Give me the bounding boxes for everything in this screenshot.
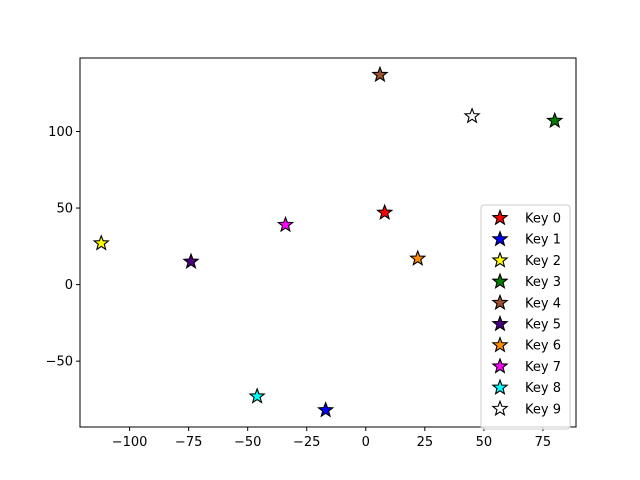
- legend-label-key-3: Key 3: [525, 275, 561, 290]
- data-point-key-6: [409, 249, 427, 266]
- legend-marker-key-7: [491, 357, 509, 374]
- legend-marker-key-5: [491, 314, 509, 332]
- x-tick-label: 25: [417, 435, 434, 450]
- legend-marker-key-4: [491, 293, 509, 311]
- x-tick-label: 75: [535, 435, 552, 450]
- data-point-key-8: [248, 387, 266, 404]
- legend-label-key-1: Key 1: [525, 233, 561, 248]
- y-tick-label: 50: [56, 202, 73, 217]
- legend-label-key-0: Key 0: [525, 212, 561, 227]
- legend-label-key-2: Key 2: [525, 254, 561, 269]
- legend-marker-key-2: [491, 251, 509, 268]
- x-tick-label: −50: [234, 435, 261, 450]
- legend-marker-key-1: [491, 230, 509, 247]
- legend-marker-key-3: [491, 272, 509, 289]
- x-tick-label: 0: [362, 435, 370, 450]
- y-tick-label: −50: [46, 355, 73, 370]
- legend-marker-key-9: [491, 399, 509, 417]
- data-point-key-3: [546, 111, 564, 129]
- legend-label-key-9: Key 9: [525, 402, 561, 417]
- plot-frame: [79, 57, 577, 428]
- x-tick-label: −25: [293, 435, 320, 450]
- data-point-key-2: [92, 234, 110, 251]
- data-point-key-5: [182, 252, 200, 269]
- x-tick-label: −75: [175, 435, 202, 450]
- legend-label-key-7: Key 7: [525, 360, 561, 375]
- y-tick-label: 100: [48, 125, 73, 140]
- y-tick-label: 0: [65, 278, 73, 293]
- legend-marker-key-6: [491, 336, 509, 353]
- data-point-key-7: [276, 215, 295, 233]
- data-point-key-9: [463, 107, 481, 124]
- legend-marker-key-8: [491, 378, 509, 395]
- x-tick-label: 50: [476, 435, 493, 450]
- legend-label-key-4: Key 4: [525, 296, 561, 311]
- legend-label-key-5: Key 5: [525, 318, 561, 333]
- legend-marker-key-0: [491, 208, 509, 226]
- data-point-key-1: [317, 401, 335, 418]
- x-axis: −100 −75 −50 −25 0 25 50 75: [112, 427, 551, 450]
- data-point-key-4: [371, 65, 389, 83]
- legend-label-key-6: Key 6: [525, 339, 561, 354]
- legend: Key 0 Key 1 Key 2 Key 3 Key 4 Key 5 Key 6 Key 7…: [480, 204, 571, 430]
- data-points: [92, 65, 564, 418]
- legend-label-key-8: Key 8: [525, 381, 561, 396]
- x-tick-label: −100: [112, 435, 148, 450]
- data-point-key-0: [376, 203, 394, 220]
- y-axis: −50 0 50 100: [46, 125, 80, 370]
